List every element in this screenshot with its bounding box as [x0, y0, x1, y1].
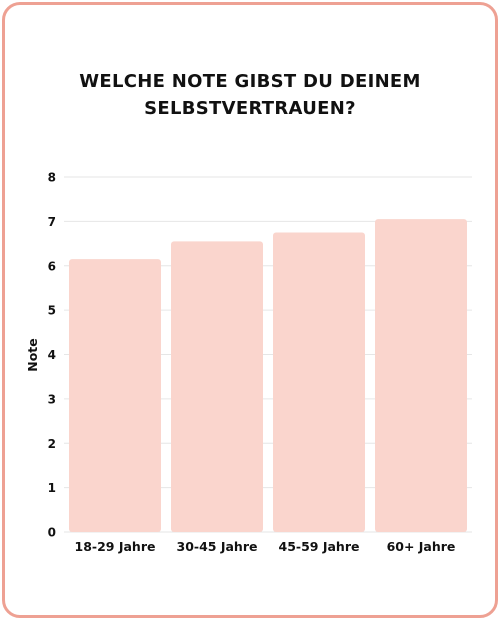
- y-tick-label: 5: [48, 304, 56, 318]
- bar-1: [69, 259, 161, 532]
- y-tick-labels: 0 1 2 3 4 5 6 7 8: [48, 171, 56, 540]
- bar-3: [273, 232, 365, 532]
- category-label: 45-59 Jahre: [279, 539, 360, 554]
- chart-title-line-2: SELBSTVERTRAUEN?: [144, 98, 356, 119]
- bar-2: [171, 241, 263, 532]
- chart-title-line-1: WELCHE NOTE GIBST DU DEINEM: [79, 71, 421, 92]
- chart-title: WELCHE NOTE GIBST DU DEINEM SELBSTVERTRA…: [0, 68, 500, 122]
- y-tick-label: 7: [48, 215, 56, 229]
- category-label: 18-29 Jahre: [75, 539, 156, 554]
- y-tick-label: 2: [48, 437, 56, 451]
- y-tick-label: 8: [48, 171, 56, 185]
- y-tick-label: 1: [48, 481, 56, 495]
- category-labels: 18-29 Jahre 30-45 Jahre 45-59 Jahre 60+ Jah…: [75, 539, 456, 554]
- y-tick-label: 0: [48, 526, 56, 540]
- category-label: 60+ Jahre: [387, 539, 456, 554]
- y-tick-label: 4: [48, 348, 56, 362]
- bar-4: [375, 219, 467, 532]
- category-label: 30-45 Jahre: [177, 539, 258, 554]
- bars: [69, 219, 467, 532]
- y-tick-label: 6: [48, 259, 56, 273]
- y-axis-label: Note: [25, 338, 40, 372]
- y-tick-label: 3: [48, 392, 56, 406]
